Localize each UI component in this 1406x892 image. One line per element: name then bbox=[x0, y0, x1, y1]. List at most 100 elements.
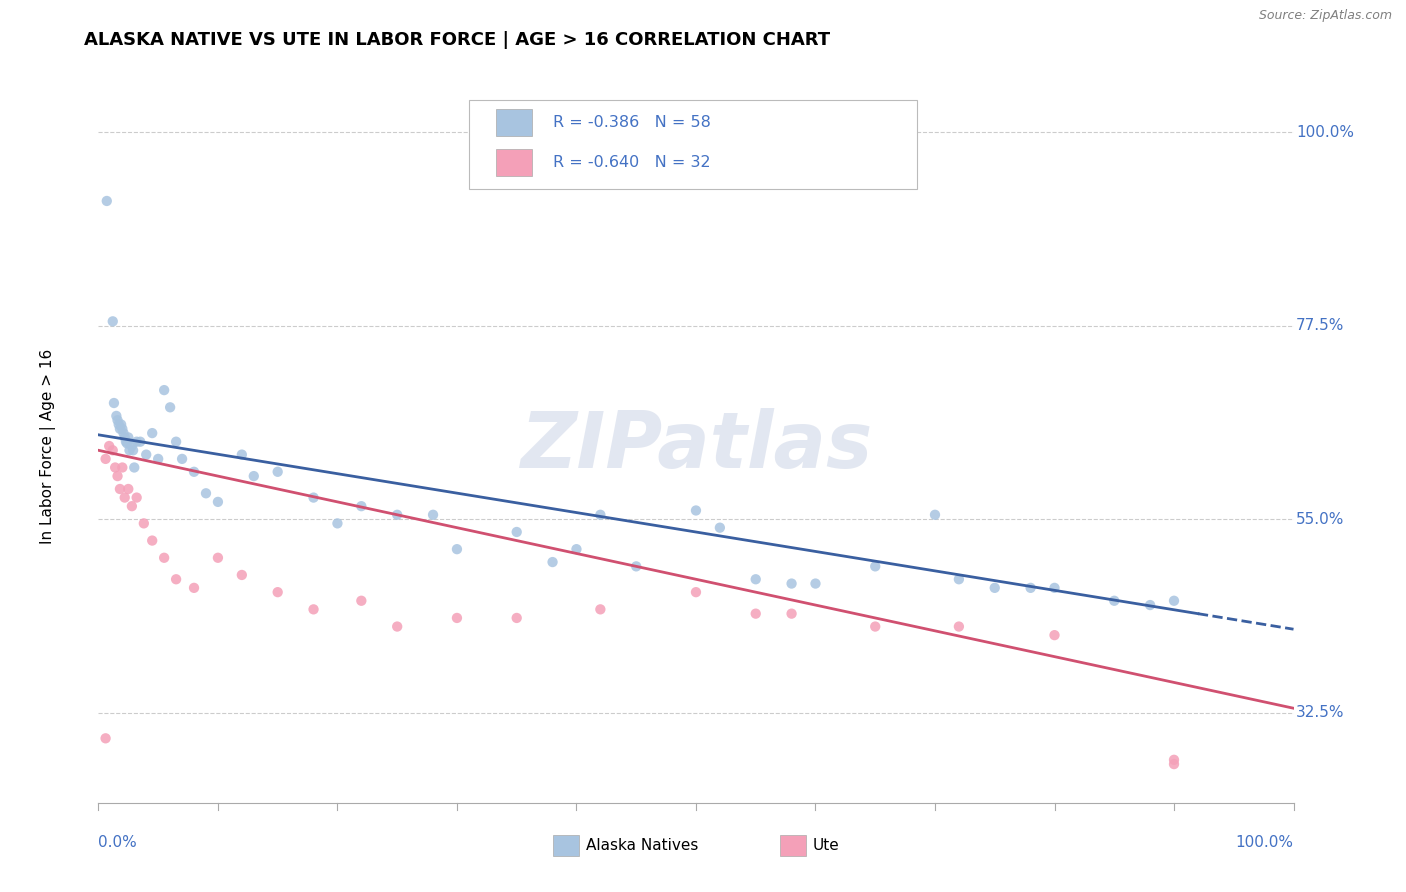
Point bbox=[506, 611, 529, 625]
Point bbox=[148, 451, 170, 466]
Point bbox=[207, 550, 229, 565]
Point bbox=[565, 542, 588, 557]
Point bbox=[183, 581, 205, 595]
Point bbox=[243, 469, 266, 483]
Text: 55.0%: 55.0% bbox=[1296, 512, 1344, 526]
Point bbox=[422, 508, 444, 522]
Point bbox=[780, 576, 803, 591]
Point bbox=[135, 448, 157, 462]
FancyBboxPatch shape bbox=[496, 149, 533, 176]
Point bbox=[865, 619, 887, 633]
Point bbox=[98, 439, 121, 453]
Point bbox=[132, 516, 155, 531]
Point bbox=[165, 572, 187, 586]
Text: ALASKA NATIVE VS UTE IN LABOR FORCE | AGE > 16 CORRELATION CHART: ALASKA NATIVE VS UTE IN LABOR FORCE | AG… bbox=[84, 31, 831, 49]
Text: 100.0%: 100.0% bbox=[1296, 125, 1354, 140]
Text: Ute: Ute bbox=[813, 838, 839, 853]
Point bbox=[105, 409, 128, 423]
Point bbox=[780, 607, 803, 621]
Point bbox=[107, 469, 129, 483]
Point bbox=[1163, 593, 1185, 607]
Point bbox=[302, 602, 325, 616]
Point bbox=[107, 417, 129, 432]
Point bbox=[231, 448, 253, 462]
Text: Source: ZipAtlas.com: Source: ZipAtlas.com bbox=[1258, 9, 1392, 22]
Text: ZIPatlas: ZIPatlas bbox=[520, 408, 872, 484]
Point bbox=[125, 434, 148, 449]
Point bbox=[94, 451, 117, 466]
Text: 100.0%: 100.0% bbox=[1236, 835, 1294, 850]
Point bbox=[804, 576, 827, 591]
Point bbox=[589, 602, 612, 616]
Point bbox=[1043, 628, 1066, 642]
Point bbox=[709, 521, 731, 535]
Point bbox=[1104, 593, 1126, 607]
Point bbox=[948, 572, 970, 586]
Point bbox=[129, 434, 152, 449]
Point bbox=[125, 491, 148, 505]
Point bbox=[541, 555, 564, 569]
Point bbox=[103, 396, 125, 410]
Point bbox=[114, 491, 136, 505]
Point bbox=[121, 439, 143, 453]
Point bbox=[172, 451, 194, 466]
Point bbox=[159, 401, 181, 415]
Point bbox=[104, 460, 127, 475]
Point bbox=[385, 508, 409, 522]
FancyBboxPatch shape bbox=[553, 835, 579, 856]
Point bbox=[302, 491, 325, 505]
Point bbox=[948, 619, 970, 633]
Point bbox=[589, 508, 612, 522]
Text: In Labor Force | Age > 16: In Labor Force | Age > 16 bbox=[41, 349, 56, 543]
Point bbox=[1043, 581, 1066, 595]
Point bbox=[117, 430, 139, 444]
Point bbox=[101, 314, 124, 328]
Point bbox=[108, 482, 131, 496]
Point bbox=[745, 572, 768, 586]
Point bbox=[745, 607, 768, 621]
Point bbox=[111, 460, 134, 475]
Text: 77.5%: 77.5% bbox=[1296, 318, 1344, 333]
Point bbox=[984, 581, 1007, 595]
Point bbox=[141, 533, 163, 548]
Point bbox=[110, 417, 132, 432]
Point bbox=[115, 434, 138, 449]
Text: Alaska Natives: Alaska Natives bbox=[586, 838, 699, 853]
Point bbox=[165, 434, 187, 449]
Point bbox=[506, 524, 529, 539]
Point bbox=[385, 619, 409, 633]
Point bbox=[1139, 598, 1161, 612]
Point bbox=[446, 611, 468, 625]
Point bbox=[124, 460, 146, 475]
FancyBboxPatch shape bbox=[496, 109, 533, 136]
Point bbox=[122, 443, 145, 458]
Point bbox=[267, 465, 290, 479]
Point bbox=[267, 585, 290, 599]
Point bbox=[96, 194, 118, 208]
Point bbox=[685, 585, 707, 599]
Point bbox=[626, 559, 648, 574]
Point bbox=[350, 499, 373, 513]
Text: 0.0%: 0.0% bbox=[98, 835, 138, 850]
Point bbox=[326, 516, 349, 531]
Point bbox=[108, 422, 131, 436]
Point bbox=[107, 413, 129, 427]
Point bbox=[446, 542, 468, 557]
Point bbox=[117, 482, 139, 496]
Point bbox=[94, 731, 117, 746]
Point bbox=[114, 430, 136, 444]
Point bbox=[1163, 753, 1185, 767]
Text: R = -0.640   N = 32: R = -0.640 N = 32 bbox=[553, 154, 710, 169]
Point bbox=[865, 559, 887, 574]
Point bbox=[350, 593, 373, 607]
Point bbox=[685, 503, 707, 517]
Point bbox=[153, 550, 176, 565]
Point bbox=[141, 426, 163, 441]
Point bbox=[112, 426, 135, 441]
Point bbox=[195, 486, 218, 500]
Point bbox=[121, 499, 143, 513]
Point bbox=[118, 443, 141, 458]
Point bbox=[1019, 581, 1042, 595]
Text: R = -0.386   N = 58: R = -0.386 N = 58 bbox=[553, 115, 710, 130]
Point bbox=[115, 436, 138, 450]
